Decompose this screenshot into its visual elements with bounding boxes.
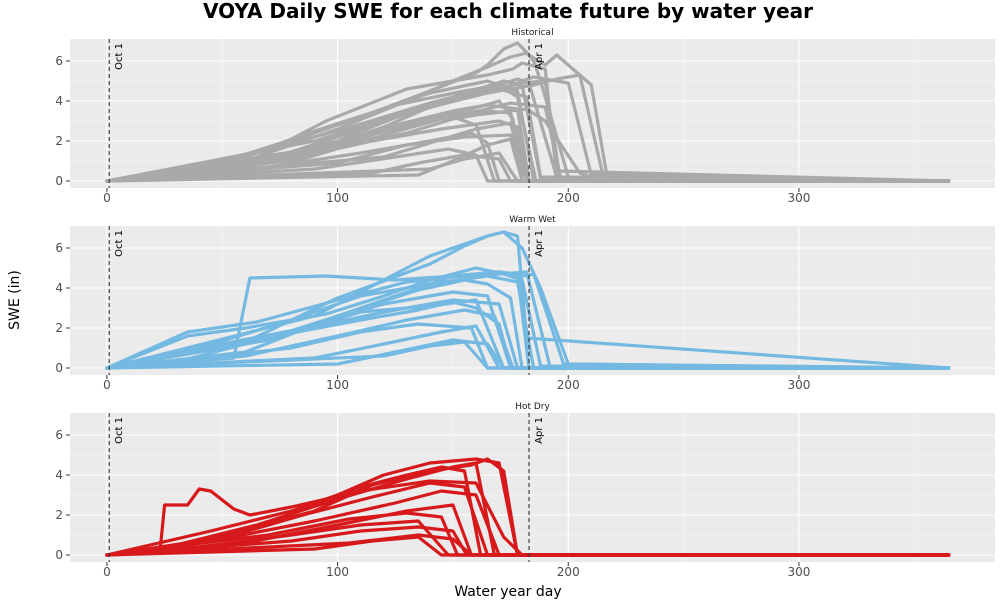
x-tick-label: 200 xyxy=(557,191,580,205)
series-line xyxy=(105,151,951,183)
x-tick-label: 200 xyxy=(557,565,580,579)
panel-strip xyxy=(70,401,995,413)
panel-warm-wet: Warm Wet Oct 1 Apr 1 0 2 4 6 0 100 200 300 xyxy=(55,214,995,392)
y-tick-label: 0 xyxy=(55,548,63,562)
y-tick-label: 0 xyxy=(55,361,63,375)
reference-line-label: Apr 1 xyxy=(534,230,545,257)
x-tick-label: 200 xyxy=(557,378,580,392)
x-tick-label: 300 xyxy=(787,378,810,392)
x-tick-label: 300 xyxy=(787,565,810,579)
x-tick-label: 300 xyxy=(787,191,810,205)
series-line xyxy=(105,278,951,370)
series-line xyxy=(105,479,951,557)
reference-line-label: Oct 1 xyxy=(114,230,125,257)
series-line xyxy=(105,147,951,183)
y-tick-label: 6 xyxy=(55,241,63,255)
y-axis-title: SWE (in) xyxy=(7,270,23,330)
panel-strip-label: Historical xyxy=(511,28,553,38)
reference-line-label: Oct 1 xyxy=(114,43,125,70)
panel-hot-dry: Hot Dry Oct 1 Apr 1 0 2 4 6 0 100 200 300 xyxy=(55,401,995,579)
x-tick-label: 0 xyxy=(103,565,111,579)
x-tick-label: 100 xyxy=(326,378,349,392)
series-line xyxy=(105,489,951,557)
series-line xyxy=(105,73,951,183)
panel-strip xyxy=(70,214,995,226)
panel-strip-label: Warm Wet xyxy=(509,215,556,225)
reference-line-label: Apr 1 xyxy=(534,417,545,444)
y-tick-label: 2 xyxy=(55,321,63,335)
series-line xyxy=(105,457,951,557)
panel-historical: Historical Oct 1 Apr 1 0 2 4 6 0 100 200 300 xyxy=(55,27,995,205)
x-tick-label: 100 xyxy=(326,191,349,205)
chart-title: VOYA Daily SWE for each climate future b… xyxy=(203,0,813,23)
y-tick-label: 4 xyxy=(55,281,63,295)
series-line xyxy=(105,153,951,183)
y-tick-label: 0 xyxy=(55,174,63,188)
series-line xyxy=(105,300,951,370)
reference-line-label: Apr 1 xyxy=(534,43,545,70)
series-line xyxy=(105,51,951,183)
x-tick-label: 0 xyxy=(103,191,111,205)
reference-line-label: Oct 1 xyxy=(114,417,125,444)
y-tick-label: 2 xyxy=(55,134,63,148)
panel-strip-label: Hot Dry xyxy=(515,402,550,412)
y-tick-label: 4 xyxy=(55,468,63,482)
y-tick-label: 4 xyxy=(55,94,63,108)
y-tick-label: 2 xyxy=(55,508,63,522)
series-line xyxy=(105,115,951,183)
y-tick-label: 6 xyxy=(55,54,63,68)
x-axis-title: Water year day xyxy=(454,584,561,600)
x-tick-label: 100 xyxy=(326,565,349,579)
y-tick-label: 6 xyxy=(55,428,63,442)
panel-strip xyxy=(70,27,995,39)
series-line xyxy=(105,270,951,370)
x-tick-label: 0 xyxy=(103,378,111,392)
series-line xyxy=(105,230,951,370)
series-line xyxy=(105,270,951,370)
